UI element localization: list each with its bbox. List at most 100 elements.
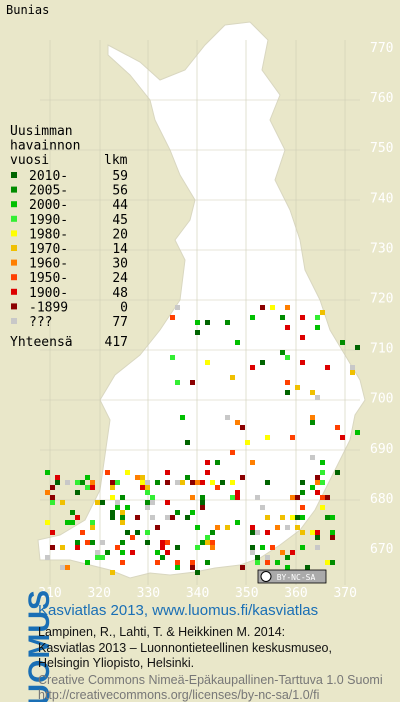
occurrence-square — [335, 470, 340, 475]
occurrence-square — [155, 550, 160, 555]
occurrence-square — [285, 380, 290, 385]
northing-label: 670 — [370, 542, 393, 557]
occurrence-square — [120, 540, 125, 545]
occurrence-square — [310, 420, 315, 425]
legend-label: ??? — [29, 315, 52, 330]
occurrence-square — [295, 385, 300, 390]
license-line: http://creativecommons.org/licenses/by-n… — [38, 688, 320, 702]
occurrence-square — [280, 350, 285, 355]
occurrence-square — [210, 540, 215, 545]
occurrence-square — [175, 560, 180, 565]
occurrence-square — [320, 470, 325, 475]
occurrence-square — [290, 550, 295, 555]
occurrence-square — [165, 515, 170, 520]
occurrence-square — [320, 460, 325, 465]
occurrence-square — [150, 495, 155, 500]
occurrence-square — [125, 470, 130, 475]
legend-label: -1899 — [29, 300, 68, 315]
occurrence-square — [250, 530, 255, 535]
legend-count: 30 — [112, 257, 128, 272]
legend-count-heading: lkm — [104, 153, 128, 168]
occurrence-square — [245, 440, 250, 445]
occurrence-square — [165, 550, 170, 555]
occurrence-square — [100, 500, 105, 505]
occurrence-square — [180, 415, 185, 420]
occurrence-square — [285, 305, 290, 310]
occurrence-square — [100, 555, 105, 560]
occurrence-square — [170, 315, 175, 320]
occurrence-square — [330, 515, 335, 520]
occurrence-square — [255, 560, 260, 565]
occurrence-square — [310, 390, 315, 395]
occurrence-square — [120, 510, 125, 515]
occurrence-square — [115, 480, 120, 485]
occurrence-square — [200, 500, 205, 505]
occurrence-square — [70, 510, 75, 515]
occurrence-square — [120, 560, 125, 565]
occurrence-square — [160, 545, 165, 550]
occurrence-square — [290, 435, 295, 440]
occurrence-square — [110, 510, 115, 515]
occurrence-square — [45, 470, 50, 475]
occurrence-square — [355, 345, 360, 350]
occurrence-square — [180, 480, 185, 485]
legend-count: 48 — [112, 286, 128, 301]
occurrence-square — [260, 505, 265, 510]
occurrence-square — [165, 540, 170, 545]
occurrence-square — [300, 480, 305, 485]
occurrence-square — [95, 550, 100, 555]
occurrence-square — [135, 530, 140, 535]
occurrence-square — [335, 425, 340, 430]
occurrence-square — [325, 495, 330, 500]
occurrence-square — [85, 560, 90, 565]
occurrence-square — [320, 495, 325, 500]
occurrence-square — [130, 535, 135, 540]
occurrence-square — [285, 525, 290, 530]
occurrence-square — [250, 315, 255, 320]
occurrence-square — [175, 380, 180, 385]
occurrence-square — [325, 560, 330, 565]
occurrence-square — [90, 485, 95, 490]
occurrence-square — [300, 515, 305, 520]
occurrence-square — [270, 305, 275, 310]
legend-swatch — [11, 245, 17, 251]
occurrence-square — [75, 515, 80, 520]
occurrence-squares — [45, 305, 360, 575]
legend-count: 14 — [112, 242, 128, 257]
occurrence-square — [75, 490, 80, 495]
occurrence-square — [315, 315, 320, 320]
occurrence-square — [235, 495, 240, 500]
footer-heading: Kasviatlas 2013, www.luomus.fi/kasviatla… — [38, 602, 319, 619]
occurrence-square — [145, 480, 150, 485]
legend-swatch — [11, 303, 17, 310]
occurrence-square — [265, 515, 270, 520]
legend-heading: vuosi — [10, 153, 49, 168]
occurrence-square — [315, 530, 320, 535]
northing-label: 700 — [370, 392, 393, 407]
occurrence-square — [265, 530, 270, 535]
occurrence-square — [175, 480, 180, 485]
occurrence-square — [140, 475, 145, 480]
occurrence-square — [140, 485, 145, 490]
northing-label: 710 — [370, 342, 393, 357]
easting-label: 330 — [137, 586, 160, 600]
occurrence-square — [115, 505, 120, 510]
occurrence-square — [185, 475, 190, 480]
occurrence-square — [110, 515, 115, 520]
occurrence-square — [340, 340, 345, 345]
occurrence-square — [235, 420, 240, 425]
occurrence-square — [230, 450, 235, 455]
occurrence-square — [255, 495, 260, 500]
legend-label: 1990- — [29, 213, 68, 228]
license-badge: BY-NC-SA — [257, 569, 327, 584]
occurrence-square — [310, 485, 315, 490]
occurrence-square — [250, 460, 255, 465]
occurrence-square — [115, 545, 120, 550]
occurrence-square — [310, 415, 315, 420]
occurrence-square — [95, 555, 100, 560]
occurrence-square — [175, 545, 180, 550]
occurrence-square — [205, 535, 210, 540]
occurrence-square — [265, 555, 270, 560]
occurrence-square — [315, 395, 320, 400]
occurrence-square — [50, 485, 55, 490]
